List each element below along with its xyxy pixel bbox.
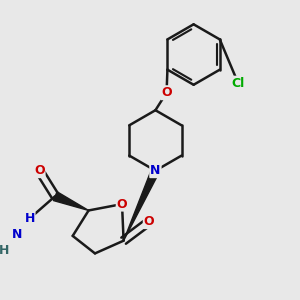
Text: N: N [12, 228, 22, 241]
Text: O: O [144, 215, 154, 228]
Text: N: N [150, 164, 161, 177]
Text: H: H [0, 244, 10, 257]
Text: O: O [34, 164, 45, 177]
Text: H: H [25, 212, 35, 225]
Polygon shape [124, 169, 159, 241]
Text: O: O [161, 86, 172, 99]
Polygon shape [53, 192, 88, 211]
Text: O: O [117, 198, 127, 211]
Text: Cl: Cl [232, 77, 245, 90]
